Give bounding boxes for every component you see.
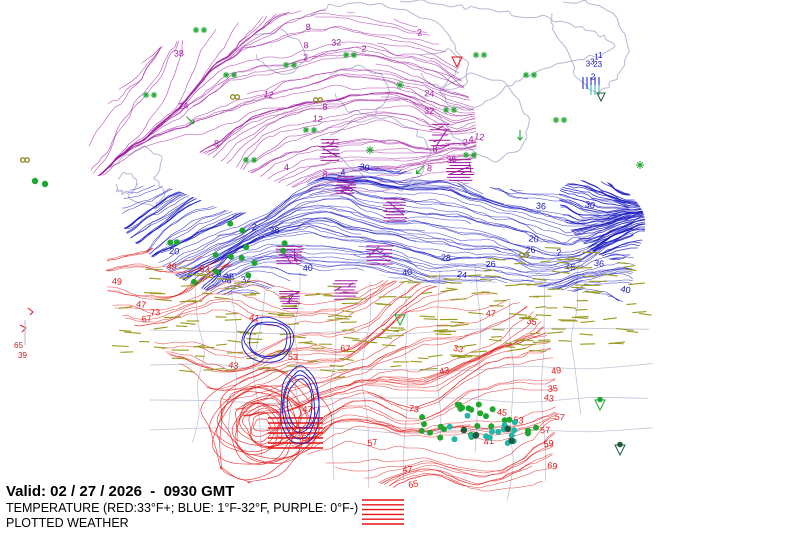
svg-text:30: 30 xyxy=(584,199,596,211)
svg-text:59: 59 xyxy=(543,438,554,449)
svg-text:4: 4 xyxy=(284,162,289,172)
svg-text:2: 2 xyxy=(251,222,257,232)
svg-text:4: 4 xyxy=(340,167,346,177)
svg-text:43: 43 xyxy=(439,365,450,376)
svg-text:40: 40 xyxy=(303,263,313,273)
svg-text:TEMPERATURE (RED:33°F+; BLUE:: TEMPERATURE (RED:33°F+; BLUE: 1°F-32°F, … xyxy=(6,501,358,515)
svg-text:57: 57 xyxy=(540,425,550,435)
svg-text:47: 47 xyxy=(486,308,496,318)
svg-text:2: 2 xyxy=(361,44,367,54)
svg-text:26: 26 xyxy=(485,259,495,269)
svg-text:8: 8 xyxy=(213,138,219,148)
svg-text:40: 40 xyxy=(402,267,413,278)
svg-text:12: 12 xyxy=(312,113,323,124)
svg-text:32: 32 xyxy=(424,106,434,116)
svg-text:20: 20 xyxy=(169,246,180,257)
svg-text:67: 67 xyxy=(340,343,351,354)
svg-text:73: 73 xyxy=(408,403,419,414)
svg-text:PLOTTED WEATHER: PLOTTED WEATHER xyxy=(6,516,129,530)
svg-text:33: 33 xyxy=(452,343,464,355)
svg-text:36: 36 xyxy=(594,258,605,269)
svg-text:20: 20 xyxy=(528,233,539,244)
svg-text:36: 36 xyxy=(446,154,457,165)
svg-text:40: 40 xyxy=(620,284,632,296)
svg-text:69: 69 xyxy=(547,460,559,472)
svg-text:39: 39 xyxy=(18,351,27,360)
svg-text:49: 49 xyxy=(112,276,123,287)
svg-text:8: 8 xyxy=(432,144,437,154)
svg-text:53: 53 xyxy=(288,352,299,363)
svg-text:3: 3 xyxy=(590,58,595,67)
svg-text:63: 63 xyxy=(199,264,210,275)
svg-text:12: 12 xyxy=(263,89,274,100)
svg-text:49: 49 xyxy=(166,261,177,272)
svg-text:28: 28 xyxy=(441,252,452,263)
svg-text:57: 57 xyxy=(367,437,378,448)
svg-text:38: 38 xyxy=(224,272,234,282)
svg-text:47: 47 xyxy=(136,299,147,310)
svg-text:8: 8 xyxy=(305,22,311,32)
svg-text:24: 24 xyxy=(424,88,435,99)
svg-text:24: 24 xyxy=(178,101,189,112)
svg-text:1: 1 xyxy=(598,51,603,60)
svg-text:Valid: 02 / 27 / 2026 - 0930: Valid: 02 / 27 / 2026 - 0930 GMT xyxy=(6,483,234,500)
svg-text:36: 36 xyxy=(536,201,547,212)
svg-text:47: 47 xyxy=(402,464,413,475)
svg-text:32: 32 xyxy=(331,37,342,48)
svg-text:8: 8 xyxy=(322,102,328,112)
svg-text:30: 30 xyxy=(359,162,371,174)
svg-text:65: 65 xyxy=(407,478,419,490)
svg-text:2: 2 xyxy=(303,52,308,62)
svg-text:65: 65 xyxy=(14,341,23,350)
svg-text:73: 73 xyxy=(150,307,161,317)
svg-text:45: 45 xyxy=(496,407,507,418)
svg-text:35: 35 xyxy=(547,383,558,394)
svg-text:8: 8 xyxy=(427,163,433,173)
svg-text:57: 57 xyxy=(554,412,565,423)
svg-text:36: 36 xyxy=(269,225,279,235)
svg-text:38: 38 xyxy=(174,48,184,58)
svg-text:49: 49 xyxy=(551,365,562,376)
svg-text:12: 12 xyxy=(474,131,485,142)
svg-text:16: 16 xyxy=(564,261,576,273)
svg-text:2: 2 xyxy=(463,137,469,147)
